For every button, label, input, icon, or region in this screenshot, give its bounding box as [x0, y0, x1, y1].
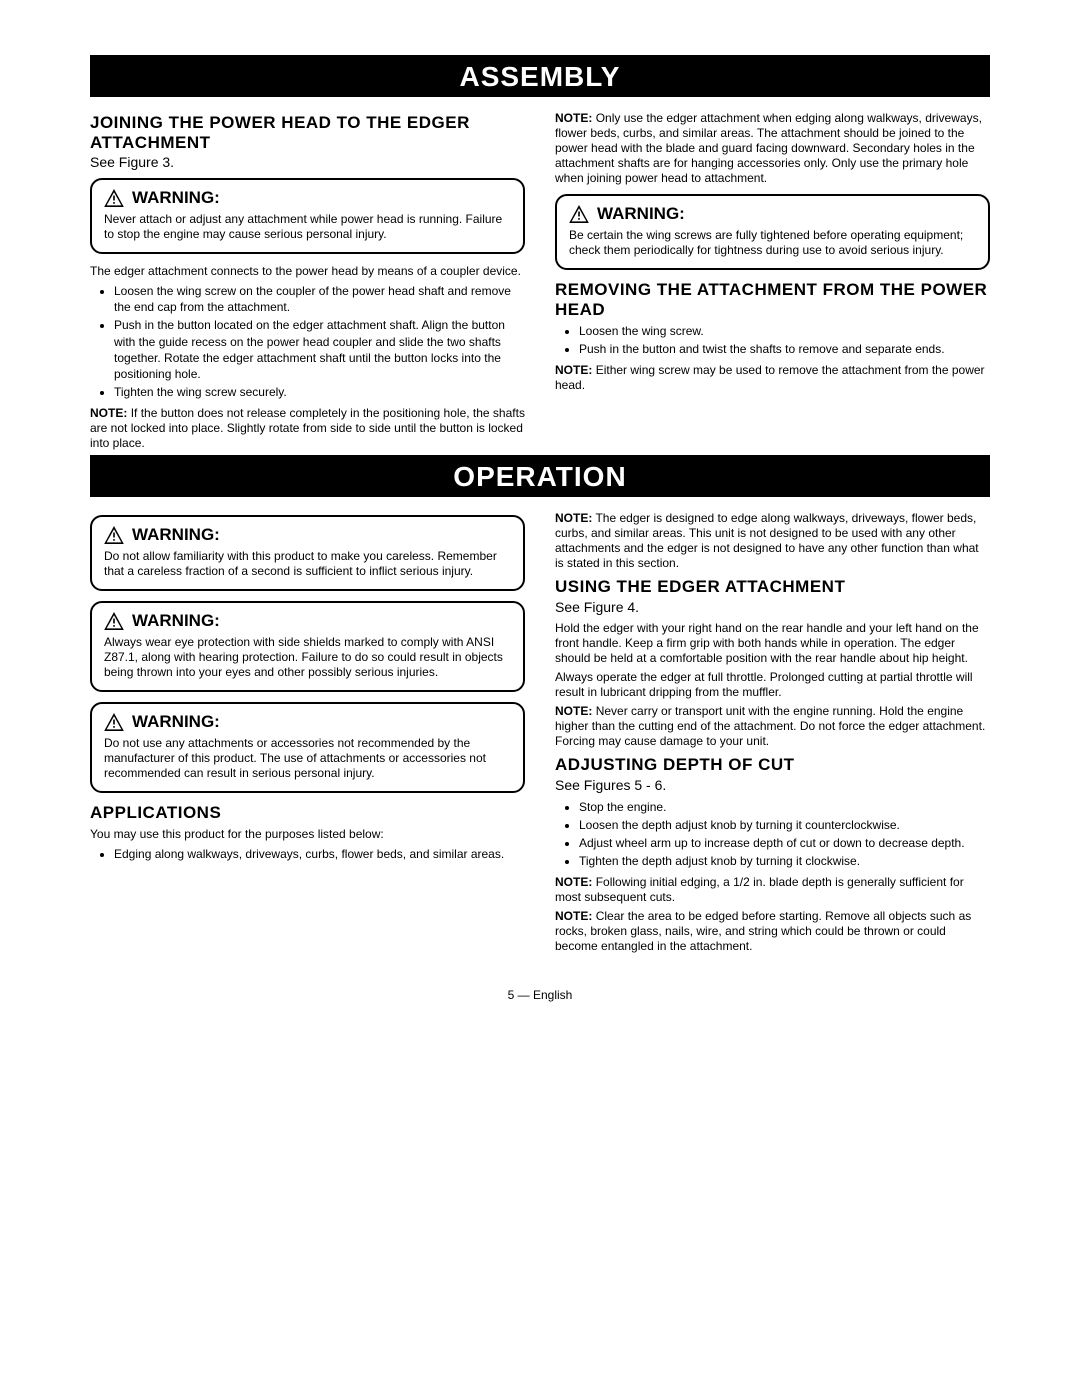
note-label: NOTE: [555, 704, 592, 718]
adjust-step: Loosen the depth adjust knob by turning … [579, 817, 990, 833]
remove-step: Push in the button and twist the shafts … [579, 341, 990, 357]
assembly-right-note-text: Only use the edger attachment when edgin… [555, 111, 982, 185]
warning-icon [104, 526, 124, 544]
adjust-note2-text: Clear the area to be edged before starti… [555, 909, 971, 953]
applications-title: APPLICATIONS [90, 803, 525, 823]
assembly-right-col: NOTE: Only use the edger attachment when… [555, 107, 990, 455]
warning-head-1: WARNING: [104, 188, 511, 208]
adjust-title: ADJUSTING DEPTH OF CUT [555, 755, 990, 775]
note-label: NOTE: [90, 406, 127, 420]
note-label: NOTE: [555, 511, 592, 525]
operation-right-col: NOTE: The edger is designed to edge alon… [555, 507, 990, 958]
join-step: Loosen the wing screw on the coupler of … [114, 283, 525, 315]
warning-box-2: WARNING: Be certain the wing screws are … [555, 194, 990, 270]
operation-columns: WARNING: Do not allow familiarity with t… [90, 507, 990, 958]
warning-icon [569, 205, 589, 223]
warning-box-5: WARNING: Do not use any attachments or a… [90, 702, 525, 793]
joining-seefig: See Figure 3. [90, 154, 525, 170]
applications-intro: You may use this product for the purpose… [90, 827, 525, 842]
remove-steps: Loosen the wing screw. Push in the butto… [555, 323, 990, 357]
adjust-step: Stop the engine. [579, 799, 990, 815]
remove-note-text: Either wing screw may be used to remove … [555, 363, 985, 392]
warning-body-4: Always wear eye protection with side shi… [104, 635, 511, 680]
note-label: NOTE: [555, 909, 592, 923]
using-title: USING THE EDGER ATTACHMENT [555, 577, 990, 597]
warning-body-5: Do not use any attachments or accessorie… [104, 736, 511, 781]
warning-head-3: WARNING: [104, 525, 511, 545]
using-seefig: See Figure 4. [555, 599, 990, 615]
remove-note: NOTE: Either wing screw may be used to r… [555, 363, 990, 393]
join-step: Push in the button located on the edger … [114, 317, 525, 382]
join-steps: Loosen the wing screw on the coupler of … [90, 283, 525, 400]
warning-icon [104, 189, 124, 207]
adjust-note-text: Following initial edging, a 1/2 in. blad… [555, 875, 964, 904]
warning-body-2: Be certain the wing screws are fully tig… [569, 228, 976, 258]
warning-label-2: WARNING: [597, 204, 685, 224]
remove-title: REMOVING THE ATTACHMENT FROM THE POWER H… [555, 280, 990, 319]
warning-head-5: WARNING: [104, 712, 511, 732]
applications-list: Edging along walkways, driveways, curbs,… [90, 846, 525, 862]
note-label: NOTE: [555, 875, 592, 889]
warning-label-1: WARNING: [132, 188, 220, 208]
note-label: NOTE: [555, 363, 592, 377]
join-step: Tighten the wing screw securely. [114, 384, 525, 400]
operation-left-col: WARNING: Do not allow familiarity with t… [90, 507, 525, 958]
assembly-left-col: JOINING THE POWER HEAD TO THE EDGER ATTA… [90, 107, 525, 455]
using-note: NOTE: Never carry or transport unit with… [555, 704, 990, 749]
warning-box-3: WARNING: Do not allow familiarity with t… [90, 515, 525, 591]
warning-box-4: WARNING: Always wear eye protection with… [90, 601, 525, 692]
op-right-note-text: The edger is designed to edge along walk… [555, 511, 979, 570]
note2-text: If the button does not release completel… [90, 406, 525, 450]
assembly-columns: JOINING THE POWER HEAD TO THE EDGER ATTA… [90, 107, 990, 455]
banner-assembly: ASSEMBLY [90, 55, 990, 97]
assembly-right-note: NOTE: Only use the edger attachment when… [555, 111, 990, 186]
adjust-step: Tighten the depth adjust knob by turning… [579, 853, 990, 869]
warning-label-5: WARNING: [132, 712, 220, 732]
remove-step: Loosen the wing screw. [579, 323, 990, 339]
warning-head-4: WARNING: [104, 611, 511, 631]
warning-head-2: WARNING: [569, 204, 976, 224]
adjust-steps: Stop the engine. Loosen the depth adjust… [555, 799, 990, 870]
warning-label-3: WARNING: [132, 525, 220, 545]
adjust-note: NOTE: Following initial edging, a 1/2 in… [555, 875, 990, 905]
warning-label-4: WARNING: [132, 611, 220, 631]
using-note-text: Never carry or transport unit with the e… [555, 704, 985, 748]
adjust-seefig: See Figures 5 - 6. [555, 777, 990, 793]
join-note: The edger attachment connects to the pow… [90, 264, 525, 279]
warning-icon [104, 612, 124, 630]
warning-box-1: WARNING: Never attach or adjust any atta… [90, 178, 525, 254]
op-right-note: NOTE: The edger is designed to edge alon… [555, 511, 990, 571]
joining-title: JOINING THE POWER HEAD TO THE EDGER ATTA… [90, 113, 525, 152]
using-body2: Always operate the edger at full throttl… [555, 670, 990, 700]
page-footer: 5 — English [90, 988, 990, 1002]
warning-body-1: Never attach or adjust any attachment wh… [104, 212, 511, 242]
using-body1: Hold the edger with your right hand on t… [555, 621, 990, 666]
warning-body-3: Do not allow familiarity with this produ… [104, 549, 511, 579]
adjust-note2: NOTE: Clear the area to be edged before … [555, 909, 990, 954]
note-label: NOTE: [555, 111, 592, 125]
banner-operation: OPERATION [90, 455, 990, 497]
adjust-step: Adjust wheel arm up to increase depth of… [579, 835, 990, 851]
applications-item: Edging along walkways, driveways, curbs,… [114, 846, 525, 862]
warning-icon [104, 713, 124, 731]
join-note2: NOTE: If the button does not release com… [90, 406, 525, 451]
